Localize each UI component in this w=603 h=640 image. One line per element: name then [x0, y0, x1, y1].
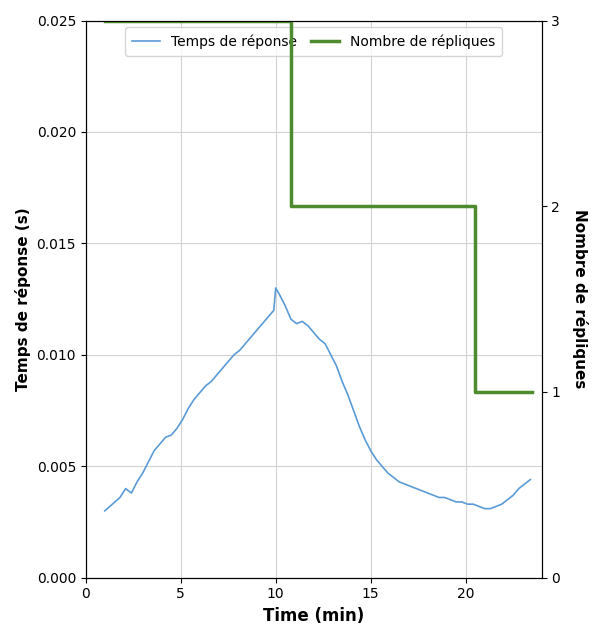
Nombre de répliques [287, 202, 294, 210]
Line: Nombre de répliques: Nombre de répliques [105, 20, 532, 392]
X-axis label: Time (min): Time (min) [263, 607, 364, 625]
Y-axis label: Temps de réponse (s): Temps de réponse (s) [15, 207, 31, 391]
Legend: Temps de réponse, Nombre de répliques: Temps de réponse, Nombre de répliques [125, 28, 502, 56]
Nombre de répliques [101, 17, 109, 24]
Nombre de répliques [472, 202, 479, 210]
Temps de réponse [390, 474, 397, 481]
Nombre de répliques [287, 17, 294, 24]
Temps de réponse [526, 476, 534, 483]
Line: Temps de réponse: Temps de réponse [105, 288, 530, 511]
Temps de réponse [145, 458, 152, 466]
Nombre de répliques [528, 388, 535, 396]
Nombre de répliques [472, 388, 479, 396]
Temps de réponse [101, 507, 109, 515]
Temps de réponse [272, 284, 279, 292]
Temps de réponse [327, 351, 335, 358]
Temps de réponse [379, 463, 386, 470]
Y-axis label: Nombre de répliques: Nombre de répliques [572, 209, 588, 388]
Temps de réponse [447, 496, 454, 504]
Temps de réponse [253, 326, 260, 334]
